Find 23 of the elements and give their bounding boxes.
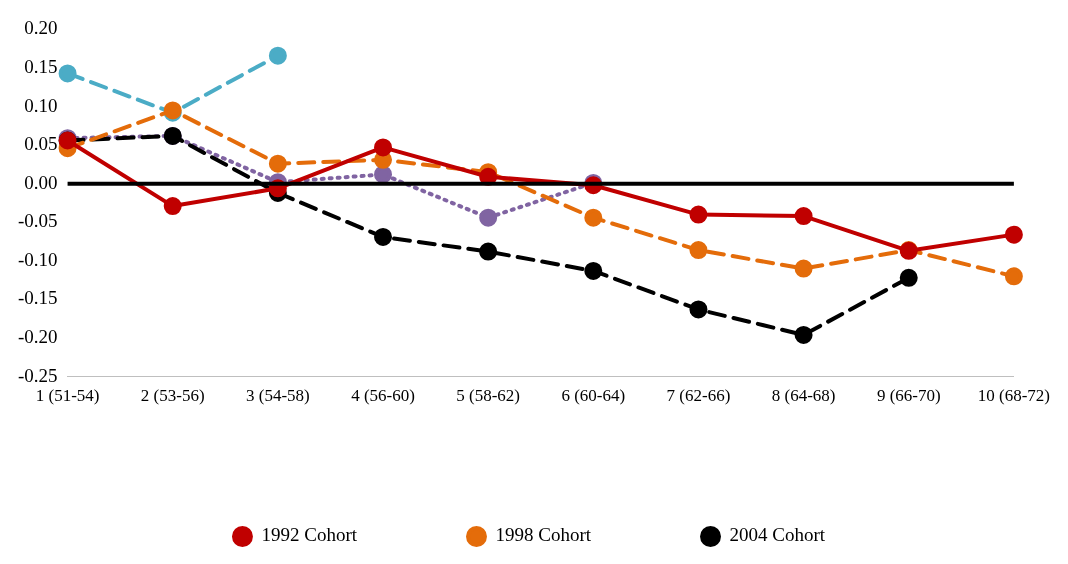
legend-label: 2004 Cohort xyxy=(729,524,826,546)
y-tick-label: -0.10 xyxy=(18,248,58,270)
y-tick-label: -0.05 xyxy=(18,210,58,232)
y-tick-label: 0.10 xyxy=(24,94,58,116)
y-tick-label: -0.15 xyxy=(18,287,58,309)
x-tick-label: 4 (56-60) xyxy=(351,386,415,406)
y-tick-label: 0.05 xyxy=(24,133,58,155)
legend-label: 1992 Cohort xyxy=(261,524,358,546)
x-tick-label: 3 (54-58) xyxy=(246,386,310,406)
x-tick-label: 8 (64-68) xyxy=(771,386,836,406)
x-tick-label: 7 (62-66) xyxy=(666,386,731,406)
x-tick-label: 9 (66-70) xyxy=(876,386,941,406)
y-tick-label: -0.20 xyxy=(18,326,58,348)
x-tick-label: 5 (58-62) xyxy=(456,386,521,406)
y-tick-label: 0.15 xyxy=(24,55,58,77)
x-tick-label: 6 (60-64) xyxy=(561,386,626,406)
y-tick-label: -0.25 xyxy=(18,364,58,386)
legend-label: 1998 Cohort xyxy=(495,524,592,546)
x-tick-label: 2 (53-56) xyxy=(140,386,205,406)
y-tick-label: 0.20 xyxy=(24,17,58,39)
x-tick-label: 1 (51-54) xyxy=(35,386,100,406)
y-tick-label: 0.00 xyxy=(24,171,58,193)
x-tick-label: 10 (68-72) xyxy=(977,386,1050,406)
